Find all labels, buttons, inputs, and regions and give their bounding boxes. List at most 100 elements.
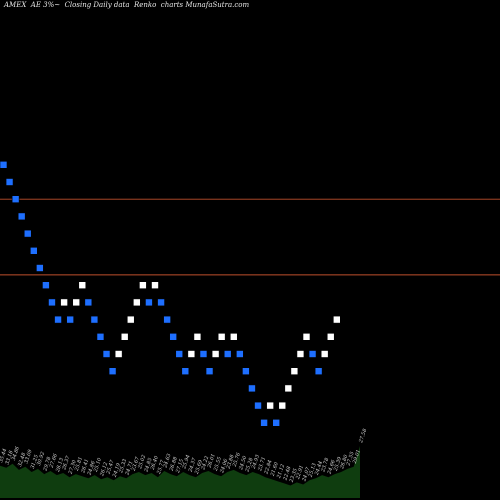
up-brick: [302, 332, 311, 341]
price-label: 22.91: [295, 465, 305, 481]
up-brick: [60, 298, 68, 307]
down-brick: [205, 367, 214, 376]
price-label: 27.30: [67, 459, 78, 476]
down-brick: [84, 298, 93, 307]
up-brick: [284, 384, 293, 393]
price-label: 24.37: [187, 456, 198, 473]
price-label: 25.94: [181, 454, 191, 470]
price-label: 31.25: [30, 454, 40, 469]
down-brick: [181, 367, 190, 376]
up-brick: [217, 332, 226, 341]
price-label: 23.71: [257, 456, 267, 472]
price-label: 26.88: [168, 456, 178, 472]
down-brick: [11, 195, 20, 203]
price-label: 25.02: [137, 454, 147, 470]
price-label: 24.50: [238, 454, 249, 471]
price-label: 24.19: [112, 462, 123, 479]
price-label: 25.76: [232, 451, 243, 468]
price-label: 29.78: [42, 456, 52, 472]
down-brick: [242, 367, 250, 376]
down-brick: [17, 212, 26, 221]
price-label: 25.81: [74, 456, 84, 472]
up-brick: [187, 350, 196, 358]
price-label: 24.06: [219, 458, 230, 475]
down-brick: [5, 178, 14, 186]
down-brick: [36, 264, 44, 272]
up-brick: [120, 332, 129, 341]
price-label: 28.13: [55, 457, 65, 473]
down-brick: [29, 247, 38, 255]
up-brick: [193, 332, 202, 341]
price-labels: 35.4433.1834.8632.4833.0931.2530.9229.78…: [0, 428, 368, 484]
up-brick: [229, 332, 238, 341]
price-label: 25.55: [213, 456, 223, 472]
down-brick: [108, 367, 117, 376]
price-label: 33.09: [23, 448, 33, 464]
price-label: 25.47: [105, 459, 116, 476]
down-brick: [308, 350, 317, 358]
down-brick: [0, 161, 8, 169]
down-brick: [157, 298, 165, 307]
price-label: 24.07: [301, 466, 312, 483]
price-label: 27.58: [358, 428, 368, 444]
down-brick: [96, 332, 105, 341]
down-brick: [23, 229, 32, 238]
price-label: 24.63: [162, 453, 172, 469]
up-brick: [332, 315, 341, 324]
price-label: 24.44: [314, 460, 324, 476]
price-label: 27.66: [48, 452, 59, 469]
price-label: 21.60: [269, 461, 280, 478]
price-label: 32.48: [17, 452, 27, 467]
price-label: 22.84: [263, 459, 273, 475]
down-brick: [260, 418, 268, 427]
price-label: 25.39: [333, 455, 344, 472]
price-label: 25.28: [244, 457, 254, 473]
volume-area-path: [0, 446, 360, 498]
down-brick: [169, 332, 177, 341]
price-label: 30.92: [36, 451, 46, 466]
up-brick: [211, 350, 220, 358]
down-brick: [314, 367, 323, 376]
price-label: 25.10: [93, 456, 104, 473]
price-label: 23.35: [288, 468, 298, 484]
down-brick: [42, 281, 50, 290]
price-label: 24.85: [143, 457, 153, 473]
price-label: 24.22: [200, 455, 210, 471]
price-label: 27.55: [345, 451, 355, 467]
price-label: 26.80: [339, 453, 350, 470]
price-label: 26.37: [61, 454, 72, 471]
price-label: 21.12: [276, 463, 286, 479]
price-label: 29.01: [352, 449, 362, 465]
price-label: 24.66: [326, 459, 337, 476]
price-label: 34.86: [11, 445, 21, 461]
price-label: 25.13: [307, 462, 317, 478]
price-label: 33.18: [5, 450, 15, 465]
down-brick: [48, 298, 56, 307]
up-brick: [278, 401, 287, 410]
down-brick: [223, 350, 232, 358]
renko-bricks: [0, 161, 341, 427]
volume-area: [0, 446, 360, 498]
price-label: 24.71: [124, 460, 134, 476]
price-label: 23.67: [131, 455, 142, 472]
down-brick: [163, 315, 171, 324]
price-label: 26.40: [149, 454, 160, 471]
price-label: 23.88: [225, 454, 235, 470]
down-brick: [102, 350, 111, 358]
chart-title: AMEX AE 3%~ Closing Daily data Renko cha…: [4, 1, 250, 9]
down-brick: [236, 350, 244, 358]
up-brick: [133, 298, 141, 307]
down-brick: [145, 298, 153, 307]
price-label: 26.01: [206, 453, 216, 469]
down-brick: [199, 350, 208, 358]
up-brick: [320, 350, 329, 358]
up-brick: [151, 281, 159, 290]
down-brick: [248, 384, 256, 393]
up-brick: [72, 298, 81, 307]
price-label: 24.86: [86, 460, 97, 477]
price-label: 26.41: [80, 458, 90, 474]
price-label: 25.69: [194, 459, 205, 476]
down-brick: [66, 315, 74, 324]
up-brick: [78, 281, 87, 290]
